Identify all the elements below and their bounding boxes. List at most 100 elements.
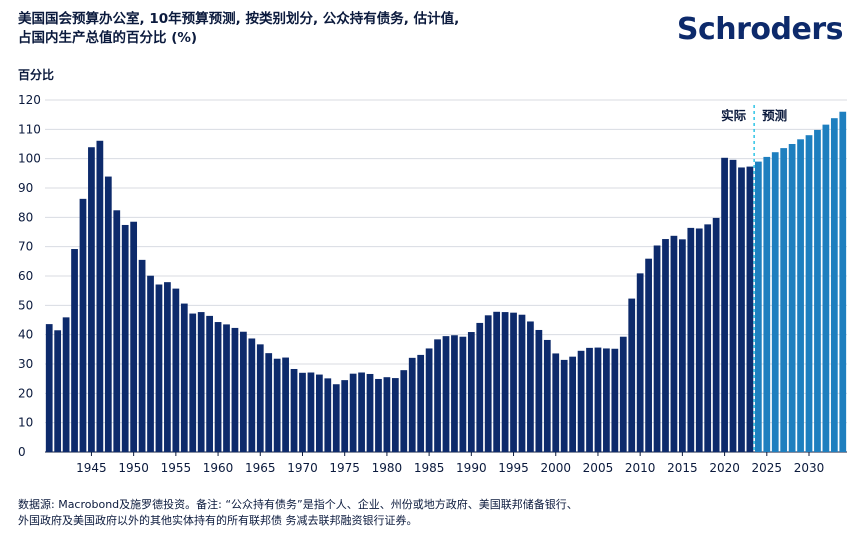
bar-actual [315,374,323,452]
y-tick-label: 0 [18,445,26,459]
bar-actual [493,311,501,452]
bar-actual [324,378,332,452]
chart-title: 美国国会预算办公室, 10年预算预测, 按类别划分, 公众持有债务, 估计值, … [18,10,638,48]
bar-actual [189,313,197,452]
bar-actual [476,322,484,452]
bar-layer [45,111,847,453]
bar-actual [240,331,247,452]
bar-actual [214,322,222,452]
x-tick-label: 2030 [794,461,825,475]
bar-actual [636,273,644,452]
bar-actual [400,370,408,452]
bar-actual [662,239,669,452]
bar-actual [172,288,180,452]
bar-actual [417,354,425,452]
bar-actual [290,368,298,452]
y-tick-label: 20 [18,386,33,400]
source-note-line2: 外国政府及美国政府以外的其他实体持有的所有联邦债 务减去联邦融资银行证券。 [18,514,418,527]
bar-forecast [780,148,788,453]
x-tick-label: 2020 [709,461,740,475]
bar-actual [383,377,391,452]
brand-logo: Schroders [676,12,844,47]
y-tick-label: 40 [18,328,33,342]
bar-actual [349,373,357,452]
x-tick-label: 1970 [287,461,318,475]
bar-actual [695,228,703,452]
x-tick-label: 1950 [118,461,149,475]
chart-title-line2: 占国内生产总值的百分比 (%) [18,30,198,46]
bar-actual [425,348,433,452]
x-tick-label: 2015 [667,461,698,475]
bar-forecast [822,124,830,452]
x-tick-label: 1975 [329,461,360,475]
bar-actual [138,259,146,452]
x-tick-label: 1990 [456,461,487,475]
bar-actual [62,317,70,452]
y-axis-unit-label: 百分比 [18,68,55,82]
bar-actual [45,324,53,452]
bar-actual [679,239,686,452]
annotation-layer: 实际 预测 [721,105,787,452]
bar-actual [510,312,517,452]
bar-actual [282,357,289,452]
bar-actual [155,284,163,452]
bar-actual [467,332,475,452]
bar-actual [180,303,188,452]
bar-actual [628,298,636,452]
bar-actual [391,378,399,452]
bar-actual [71,249,78,452]
bar-actual [341,380,349,452]
bar-actual [307,372,315,452]
bar-actual [104,176,112,452]
bar-actual [594,347,602,452]
bar-actual [332,384,340,452]
bar-actual [197,312,205,452]
bar-actual [518,314,526,452]
bar-forecast [788,144,796,452]
bar-actual [256,344,264,452]
y-tick-label: 10 [18,416,33,430]
bar-actual [670,235,678,452]
bar-forecast [797,139,804,452]
source-note: 数据源: Macrobond及施罗德投资。备注: “公众持有债务”是指个人、企业… [18,497,848,529]
bar-actual [248,338,256,452]
bar-actual [442,336,450,452]
x-tick-label: 2025 [752,461,783,475]
bar-forecast [805,135,813,452]
bar-actual [484,315,492,452]
y-tick-label: 30 [18,357,33,371]
bar-actual [375,378,382,452]
bar-actual [130,221,138,452]
bar-actual [603,348,610,452]
x-tick-label: 1995 [498,461,529,475]
bar-actual [611,348,619,452]
bar-actual [552,353,560,452]
bar-actual [535,329,543,452]
y-tick-label: 60 [18,269,33,283]
bar-actual [451,335,458,452]
bar-actual [619,336,627,452]
bar-actual [501,312,509,452]
bar-actual [459,336,467,452]
bar-actual [704,224,712,452]
bar-actual [231,327,239,452]
bar-actual [738,167,745,452]
y-tick-label: 90 [18,181,33,195]
bar-actual [265,353,273,452]
annotation-forecast: 预测 [762,108,787,123]
bar-actual [586,347,593,452]
x-tick-label: 1945 [76,461,107,475]
chart-title-line1: 美国国会预算办公室, 10年预算预测, 按类别划分, 公众持有债务, 估计值, [18,11,460,27]
bar-actual [96,140,104,452]
bar-forecast [839,111,847,452]
bar-actual [358,372,365,452]
bar-actual [147,275,154,452]
bar-forecast [754,161,762,452]
y-tick-label: 80 [18,210,33,224]
bar-actual [543,339,551,452]
bar-actual [206,315,213,452]
x-tick-label: 2000 [540,461,571,475]
bar-actual [408,357,416,452]
bar-forecast [763,156,771,452]
bar-actual [223,324,230,452]
